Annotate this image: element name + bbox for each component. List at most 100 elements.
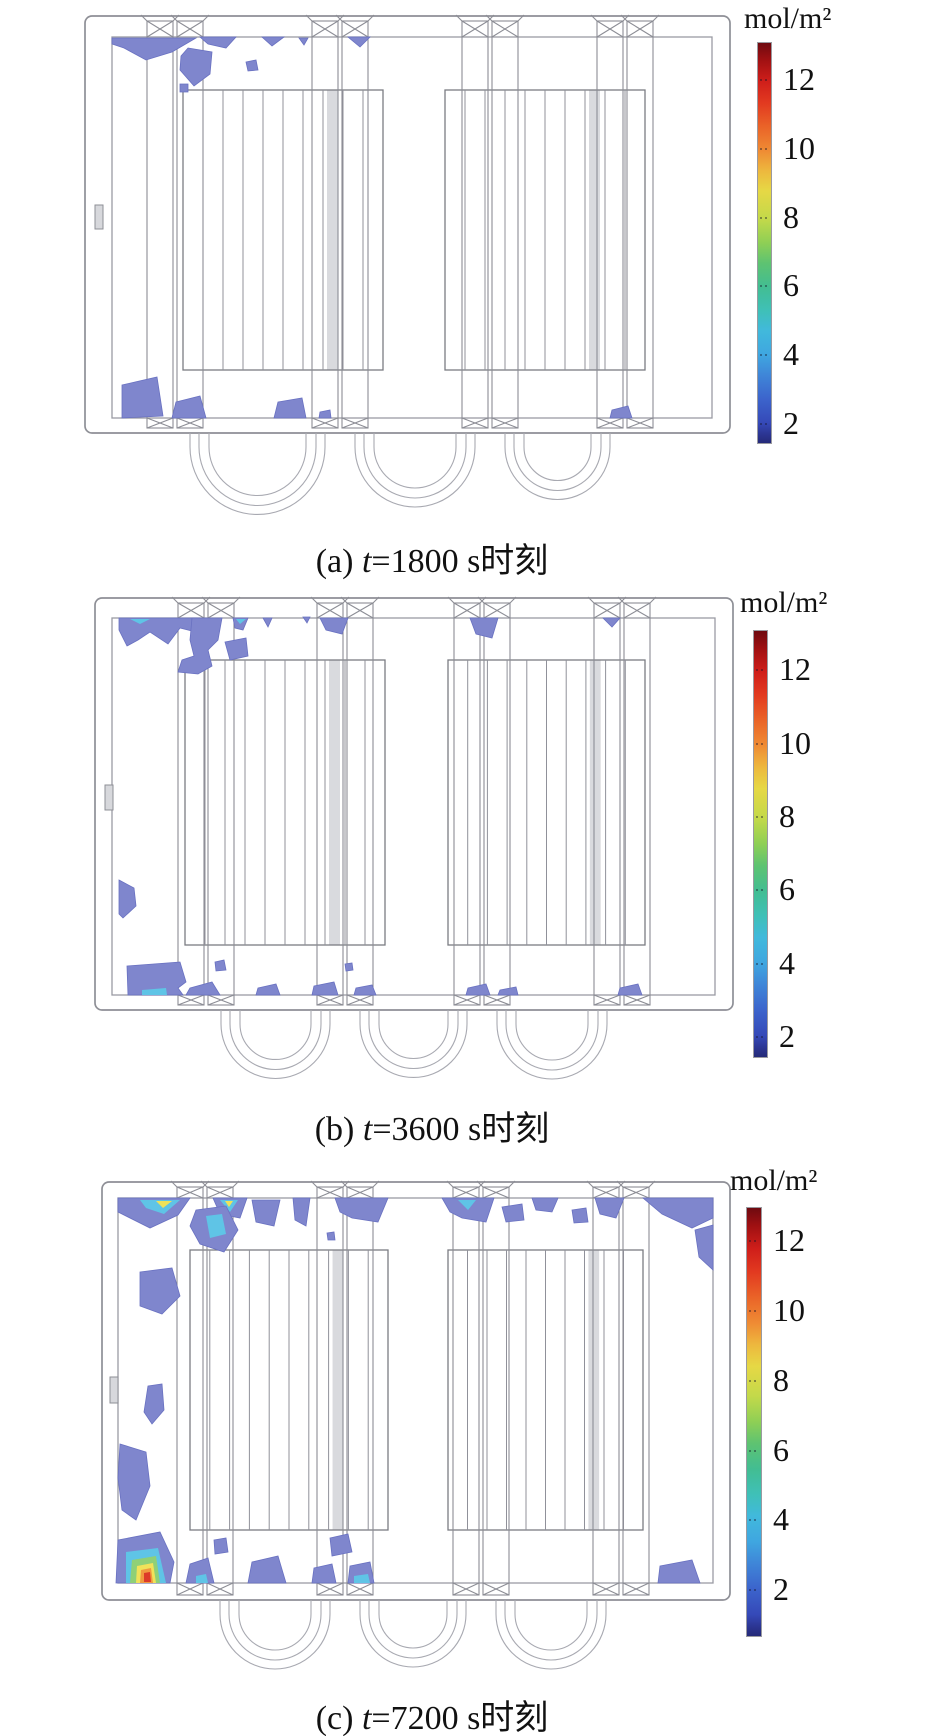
bowtie-top bbox=[596, 20, 624, 38]
u-pipe-loop bbox=[239, 1010, 312, 1060]
cooling-channel bbox=[346, 602, 374, 1006]
bowtie-top bbox=[626, 20, 654, 38]
u-pipe-loop bbox=[495, 1600, 607, 1670]
cooling-channel bbox=[206, 1186, 234, 1596]
bowtie-wing bbox=[305, 14, 313, 22]
bowtie-top bbox=[176, 20, 204, 38]
bowtie-wing bbox=[340, 596, 348, 604]
colorbar-tick-dot bbox=[761, 742, 763, 745]
bowtie-bottom bbox=[592, 1582, 620, 1596]
contour-blob-blue bbox=[298, 37, 309, 46]
bowtie-wing bbox=[508, 1180, 516, 1188]
contour-blob-cyan bbox=[354, 1574, 370, 1583]
colorbar-tick-dot bbox=[761, 962, 763, 965]
colorbar-tick-label: 10 bbox=[773, 1292, 805, 1328]
contour-blob-blue bbox=[185, 1557, 215, 1584]
colorbar-tick-dot bbox=[749, 1449, 751, 1452]
bowtie-wing bbox=[649, 596, 657, 604]
schematic-t3600s bbox=[94, 596, 734, 1080]
bowtie-wing bbox=[652, 14, 660, 22]
contour-blob-blue bbox=[139, 1267, 181, 1315]
winding-duct-shaded bbox=[332, 1250, 344, 1530]
colorbar-tick-dot bbox=[761, 816, 763, 818]
caption-a: (a) t=1800 s时刻 bbox=[232, 533, 632, 582]
bowtie-top bbox=[491, 20, 519, 38]
colorbar-tick-dot bbox=[760, 216, 762, 219]
u-pipe-loop bbox=[378, 1010, 449, 1059]
bowtie-wing bbox=[446, 1180, 454, 1188]
schematic-t7200s bbox=[101, 1180, 731, 1670]
colorbar-tick-dot bbox=[761, 669, 763, 672]
cooling-channel bbox=[316, 1186, 344, 1596]
cooling-channel bbox=[593, 602, 621, 1006]
cooling-channel bbox=[596, 20, 624, 429]
caption-c-index: (c) bbox=[315, 1700, 362, 1736]
bowtie-bottom bbox=[346, 1582, 374, 1596]
colorbar-tick-dot bbox=[760, 354, 762, 357]
bowtie-wing bbox=[372, 596, 380, 604]
bowtie-bottom bbox=[316, 1582, 344, 1596]
bowtie-wing bbox=[509, 596, 517, 604]
colorbar-tick-label: 6 bbox=[783, 267, 799, 304]
contour-blob-blue bbox=[171, 395, 207, 419]
contour-blob-blue bbox=[118, 879, 137, 919]
bowtie-wing bbox=[586, 1180, 594, 1188]
contour-blob-blue bbox=[292, 1197, 311, 1227]
bowtie-wing bbox=[310, 1180, 318, 1188]
contour-blob-blue bbox=[111, 37, 198, 61]
colorbar-tick-dot bbox=[765, 354, 767, 357]
caption-c-value: =7200 s bbox=[371, 1700, 481, 1736]
contour-blob-blue bbox=[232, 617, 249, 631]
contour-blob-blue bbox=[344, 962, 354, 972]
colorbar-tick-label: 12 bbox=[783, 61, 815, 97]
cooling-channel bbox=[311, 20, 339, 429]
caption-b: (b) t=3600 s时刻 bbox=[232, 1101, 632, 1150]
colorbar-tick-label: 10 bbox=[779, 724, 811, 761]
bowtie-top bbox=[311, 20, 339, 38]
contour-blob-blue bbox=[469, 617, 499, 639]
bowtie-bottom bbox=[483, 994, 511, 1006]
bowtie-wing bbox=[648, 1180, 656, 1188]
colorbar-tick-dot bbox=[754, 1589, 756, 1592]
u-pipe-loop bbox=[228, 1600, 322, 1661]
winding-duct-shaded bbox=[329, 660, 340, 945]
winding-duct-shaded bbox=[588, 1250, 600, 1530]
colorbar-tick-label: 8 bbox=[779, 798, 795, 834]
u-pipe-loop bbox=[363, 433, 467, 499]
bowtie-bottom bbox=[452, 1582, 480, 1596]
bowtie-wing bbox=[342, 1180, 350, 1188]
bowtie-wing bbox=[170, 1180, 178, 1188]
colorbar-tick-dot bbox=[749, 1310, 751, 1312]
colorbar-gradient bbox=[753, 630, 768, 1058]
bowtie-wing bbox=[477, 596, 485, 604]
contour-blob-blue bbox=[185, 981, 221, 996]
colorbar-tick-dot bbox=[754, 1240, 756, 1243]
bowtie-wing bbox=[620, 14, 628, 22]
bowtie-bottom bbox=[482, 1582, 510, 1596]
bowtie-top bbox=[622, 1186, 650, 1199]
bowtie-top bbox=[482, 1186, 510, 1199]
bowtie-bottom bbox=[622, 1582, 650, 1596]
contour-blob-blue bbox=[179, 47, 213, 87]
bowtie-wing bbox=[485, 14, 493, 22]
contour-blob-blue bbox=[224, 637, 249, 661]
u-pipe-loop bbox=[238, 1600, 312, 1651]
colorbar-tick-dot bbox=[749, 1589, 751, 1592]
bowtie-top bbox=[316, 602, 344, 619]
colorbar-tick-label: 12 bbox=[779, 651, 811, 688]
contour-blob-blue bbox=[245, 59, 259, 72]
colorbar-tick-dot bbox=[754, 1519, 756, 1522]
contour-blob-blue bbox=[326, 1231, 336, 1241]
contour-blob-blue bbox=[198, 36, 237, 49]
cooling-channel bbox=[146, 20, 174, 429]
contour-blob-blue bbox=[311, 981, 339, 996]
u-pipe-loop bbox=[198, 433, 317, 506]
bowtie-top bbox=[453, 602, 481, 619]
u-pipe-loop bbox=[189, 433, 326, 515]
bowtie-wing bbox=[587, 596, 595, 604]
bowtie-wing bbox=[170, 14, 178, 22]
contour-blob-cyan bbox=[142, 988, 167, 995]
contour-blob-blue bbox=[117, 1443, 151, 1521]
bowtie-top bbox=[593, 602, 621, 619]
bowtie-top bbox=[346, 602, 374, 619]
